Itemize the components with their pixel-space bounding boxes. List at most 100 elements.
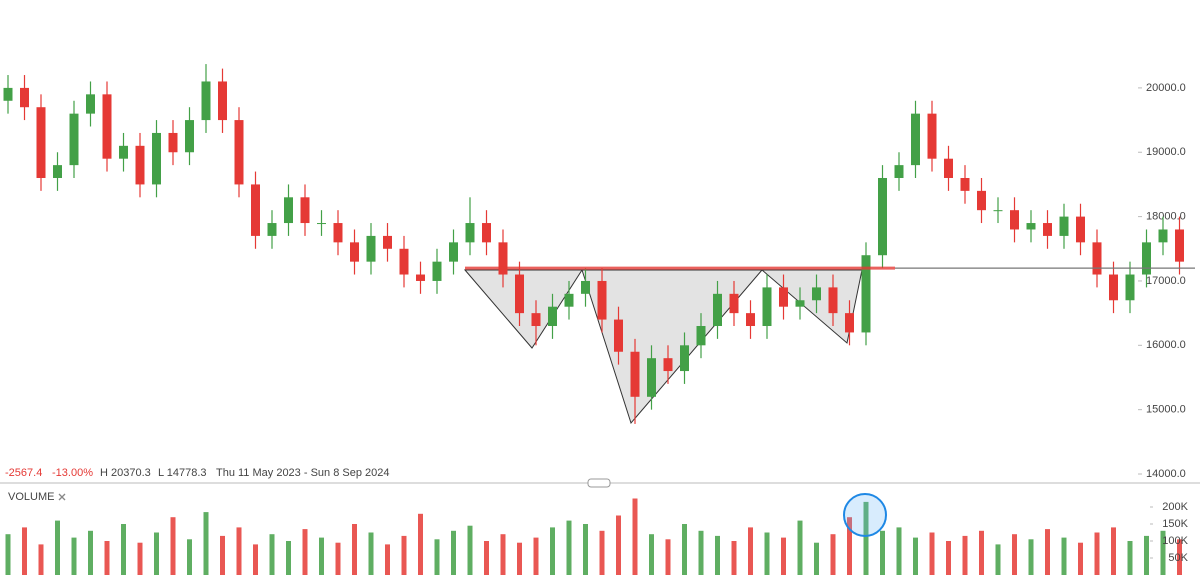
candle-body <box>878 177 887 256</box>
volume-bar <box>170 517 176 575</box>
volume-bar <box>467 525 473 575</box>
candle-body <box>680 345 689 372</box>
candle-body <box>300 197 310 224</box>
volume-bar <box>550 527 555 575</box>
close-volume[interactable] <box>58 493 66 501</box>
volume-bar <box>797 520 803 575</box>
volume-bar <box>781 537 786 575</box>
volume-bar <box>715 535 720 575</box>
candle-body <box>812 287 821 301</box>
resize-handle[interactable] <box>587 478 611 488</box>
candle-body <box>251 184 260 236</box>
candle-body <box>927 113 937 159</box>
volume-bar <box>38 544 44 575</box>
candle-body <box>944 158 953 178</box>
volume-bar <box>1012 534 1017 575</box>
candle-body <box>515 274 524 314</box>
change: -2567.4 <box>5 467 42 479</box>
volume-bar <box>599 530 605 575</box>
low-info: L 14778.3 <box>158 467 207 479</box>
volume-bar <box>385 544 390 575</box>
candle-body <box>531 313 541 327</box>
candle-body <box>86 94 95 114</box>
candle-body <box>713 293 722 327</box>
volume-bar <box>418 513 423 575</box>
candle-body <box>449 242 458 262</box>
candle-body <box>762 287 772 327</box>
volume-bar <box>533 537 539 575</box>
y-tick-label: 50K <box>1168 552 1188 564</box>
candle-body <box>1092 242 1102 275</box>
candle-body <box>432 261 442 281</box>
candle-body <box>696 326 706 346</box>
candle-body <box>3 87 13 101</box>
candle-body <box>630 351 640 397</box>
volume-bar <box>236 527 242 575</box>
volume-bar <box>896 527 902 575</box>
y-tick-label: 18000.0 <box>1146 211 1186 223</box>
volume-bar <box>632 498 638 575</box>
y-tick-label: 150K <box>1162 518 1188 530</box>
candle-body <box>1043 223 1052 236</box>
candle-body <box>53 165 62 178</box>
candle-body <box>1158 229 1168 243</box>
candle-body <box>284 197 293 224</box>
volume-bar <box>22 527 27 575</box>
candle-body <box>498 242 508 275</box>
volume-bar <box>863 501 869 575</box>
candle-body <box>861 255 871 333</box>
volume-bar <box>1078 542 1083 575</box>
volume-bar <box>517 542 522 575</box>
volume-bar <box>929 532 935 575</box>
candle-body <box>416 274 425 281</box>
volume-bar <box>1061 537 1067 575</box>
volume-bar <box>121 524 126 575</box>
candle-body <box>564 293 574 307</box>
volume-bar <box>5 534 11 575</box>
volume-bar <box>1127 541 1133 575</box>
candle-body <box>69 113 79 166</box>
volume-bar <box>269 534 275 575</box>
volume-bar <box>104 541 110 575</box>
volume-bar <box>880 530 885 575</box>
volume-bar <box>698 530 704 575</box>
volume-bar <box>731 541 737 575</box>
volume-bar <box>137 542 143 575</box>
candle-body <box>993 210 1003 212</box>
volume-bar <box>71 537 77 575</box>
volume-bar <box>302 529 308 575</box>
candle-body <box>1010 210 1019 230</box>
volume-bar <box>88 530 93 575</box>
candle-body <box>1109 274 1118 301</box>
date-range: Thu 11 May 2023 - Sun 8 Sep 2024 <box>216 467 389 479</box>
candle-body <box>36 107 46 178</box>
volume-bar <box>401 535 407 575</box>
y-tick-label: 15000.0 <box>1146 404 1186 416</box>
volume-bar <box>748 527 753 575</box>
candle-body <box>894 165 904 178</box>
candle-body <box>267 223 277 236</box>
candle-body <box>333 223 343 243</box>
volume-bar <box>335 542 341 575</box>
volume-bar <box>1160 530 1166 575</box>
candle-body <box>1142 242 1151 275</box>
volume-bar <box>1144 535 1149 575</box>
candle-body <box>168 132 178 153</box>
candle-body <box>795 300 805 307</box>
candle-body <box>548 306 557 327</box>
volume-bar <box>946 541 951 575</box>
volume-bar <box>962 535 968 575</box>
volume-bar <box>830 534 836 575</box>
volume-bar <box>500 534 506 575</box>
volume-bar <box>913 537 918 575</box>
candle-body <box>234 120 244 185</box>
candle-body <box>1076 216 1085 243</box>
candle-body <box>399 248 409 275</box>
candle-body <box>218 81 227 121</box>
y-tick-label: 200K <box>1162 501 1188 513</box>
volume-bar <box>434 539 440 575</box>
candle-body <box>1026 223 1036 230</box>
candle-body <box>185 120 194 153</box>
volume-bar <box>220 535 225 575</box>
